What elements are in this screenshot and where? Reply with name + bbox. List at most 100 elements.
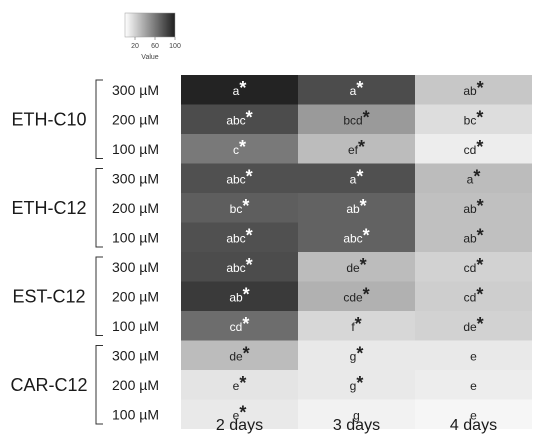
group-label: CAR-C12 — [10, 375, 87, 395]
cell-significance-label: abc* — [226, 255, 252, 275]
cell-significance-label: abc* — [226, 107, 252, 127]
heatmap-cell — [181, 193, 298, 223]
heatmap-cell — [181, 222, 298, 252]
cell-significance-label: a* — [350, 78, 364, 98]
heatmap-cell — [415, 163, 532, 193]
cell-significance-label: de* — [346, 255, 366, 275]
legend-gradient-bar — [124, 12, 176, 38]
cell-significance-label: ab* — [463, 225, 483, 245]
heatmap-cell — [181, 340, 298, 370]
heatmap-cell — [181, 399, 298, 429]
legend-tick-label: 60 — [151, 43, 159, 50]
heatmap-cell — [415, 193, 532, 223]
heatmap-cell — [298, 311, 415, 341]
heatmap-cell — [298, 281, 415, 311]
heatmap-cell — [415, 75, 532, 105]
cell-significance-label: abc* — [226, 225, 252, 245]
row-concentration-label: 100 µM — [112, 229, 159, 245]
heatmap-cell — [298, 163, 415, 193]
heatmap-cell — [415, 311, 532, 341]
cell-significance-label: f* — [351, 314, 361, 334]
legend-tick-label: 100 — [169, 43, 181, 50]
cell-significance-label: e* — [233, 402, 247, 422]
cell-significance-label: abc* — [343, 225, 369, 245]
cell-significance-label: bc* — [230, 196, 250, 216]
row-concentration-label: 200 µM — [112, 377, 159, 393]
cell-significance-label: e — [470, 379, 477, 393]
row-concentration-label: 300 µM — [112, 347, 159, 363]
heatmap-cell — [298, 252, 415, 282]
heatmap-cell — [415, 399, 532, 429]
legend-title: Value — [141, 54, 158, 61]
group-bracket — [95, 256, 103, 336]
color-legend: 20 60 100 Value — [124, 12, 181, 61]
cell-significance-label: abc* — [226, 166, 252, 186]
row-concentration-label: 100 µM — [112, 141, 159, 157]
cell-significance-label: de* — [229, 343, 249, 363]
cell-significance-label: cd* — [464, 137, 484, 157]
row-concentration-label: 300 µM — [112, 259, 159, 275]
heatmap-cell — [181, 134, 298, 164]
cell-significance-label: cde* — [343, 284, 369, 304]
heatmap-cell — [298, 104, 415, 134]
cell-significance-label: cd* — [464, 284, 484, 304]
cell-significance-label: ab* — [463, 78, 483, 98]
cell-significance-label: a* — [233, 78, 247, 98]
heatmap-cell — [415, 340, 532, 370]
group-bracket — [95, 79, 103, 159]
cell-significance-label: cd* — [230, 314, 250, 334]
cell-significance-label: a* — [350, 166, 364, 186]
heatmap-cell — [298, 75, 415, 105]
group-bracket — [95, 168, 103, 248]
heatmap-cell — [181, 370, 298, 400]
cell-significance-label: e — [470, 408, 477, 422]
legend-tick-label: 20 — [131, 43, 139, 50]
row-concentration-label: 100 µM — [112, 318, 159, 334]
heatmap-cell — [181, 75, 298, 105]
group-label: ETH-C10 — [11, 109, 86, 129]
heatmap-cell — [415, 370, 532, 400]
cell-significance-label: g* — [350, 343, 364, 363]
cell-significance-label: e — [470, 349, 477, 363]
heatmap-cell — [181, 252, 298, 282]
cell-significance-label: a* — [467, 166, 481, 186]
cell-significance-label: ab* — [463, 196, 483, 216]
heatmap-cell — [181, 281, 298, 311]
cell-significance-label: c* — [233, 137, 246, 157]
cell-significance-label: g — [353, 408, 360, 422]
row-concentration-label: 300 µM — [112, 82, 159, 98]
cell-significance-label: ab* — [346, 196, 366, 216]
heatmap-cell — [298, 134, 415, 164]
column-label: 4 days — [450, 417, 497, 434]
heatmap-cell — [415, 281, 532, 311]
row-concentration-label: 100 µM — [112, 406, 159, 422]
heatmap-cell — [181, 311, 298, 341]
heatmap-cell — [415, 104, 532, 134]
heatmap-cell — [298, 399, 415, 429]
row-concentration-label: 200 µM — [112, 111, 159, 127]
heatmap-cell — [298, 340, 415, 370]
cell-significance-label: e* — [233, 373, 247, 393]
cell-significance-label: bc* — [464, 107, 484, 127]
column-label: 2 days — [216, 417, 263, 434]
heatmap-cell — [298, 193, 415, 223]
cell-significance-label: ab* — [229, 284, 249, 304]
heatmap-cell — [415, 252, 532, 282]
heatmap-cell — [298, 370, 415, 400]
row-concentration-label: 200 µM — [112, 200, 159, 216]
group-bracket — [95, 345, 103, 425]
heatmap-cell — [181, 104, 298, 134]
cell-significance-label: ef* — [348, 137, 365, 157]
group-label: ETH-C12 — [11, 198, 86, 218]
row-concentration-label: 300 µM — [112, 170, 159, 186]
cell-significance-label: cd* — [464, 255, 484, 275]
heatmap-cell — [181, 163, 298, 193]
heatmap-cell — [298, 222, 415, 252]
heatmap-cell — [415, 222, 532, 252]
cell-significance-label: bcd* — [343, 107, 369, 127]
cell-significance-label: de* — [463, 314, 483, 334]
group-label: EST-C12 — [12, 286, 85, 306]
row-concentration-label: 200 µM — [112, 288, 159, 304]
cell-significance-label: g* — [350, 373, 364, 393]
